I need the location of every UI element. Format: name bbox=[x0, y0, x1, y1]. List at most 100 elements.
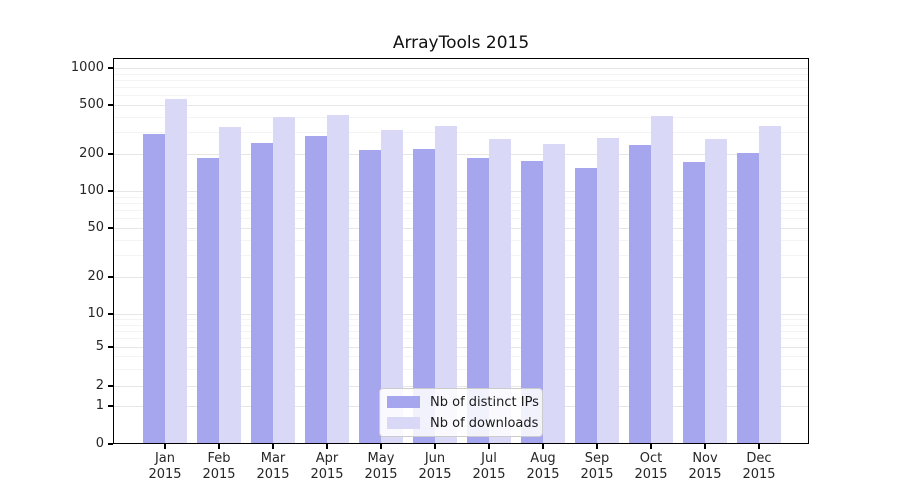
minor-gridline bbox=[113, 87, 809, 89]
minor-gridline bbox=[113, 196, 809, 198]
bar-distinct-ips-feb bbox=[197, 158, 219, 444]
minor-gridline bbox=[113, 202, 809, 204]
bar-distinct-ips-oct bbox=[629, 144, 651, 444]
bar-distinct-ips-aug bbox=[521, 161, 543, 444]
bar-distinct-ips-jun bbox=[413, 148, 435, 444]
chart-title: ArrayTools 2015 bbox=[392, 33, 530, 53]
y-tick-mark bbox=[108, 104, 113, 106]
bar-distinct-ips-may bbox=[359, 149, 381, 444]
x-tick-mark bbox=[488, 444, 490, 449]
major-gridline bbox=[113, 191, 809, 192]
legend-label-downloads: Nb of downloads bbox=[430, 415, 539, 431]
major-gridline bbox=[113, 386, 809, 387]
bar-downloads-jul bbox=[489, 138, 511, 444]
bar-downloads-jun bbox=[435, 125, 457, 444]
minor-gridline bbox=[113, 368, 809, 370]
x-tick-label: Oct 2015 bbox=[634, 451, 668, 482]
x-tick-mark bbox=[542, 444, 544, 449]
major-gridline bbox=[113, 105, 809, 107]
bar-downloads-jan bbox=[165, 99, 187, 444]
bar-distinct-ips-jan bbox=[143, 134, 165, 444]
major-gridline bbox=[113, 276, 809, 278]
x-tick-label: Jan 2015 bbox=[148, 451, 182, 482]
minor-gridline bbox=[113, 218, 809, 220]
x-tick-label: Dec 2015 bbox=[742, 451, 776, 482]
bar-downloads-mar bbox=[273, 116, 295, 444]
legend-label-distinct-ips: Nb of distinct IPs bbox=[430, 394, 539, 410]
bar-downloads-dec bbox=[759, 125, 781, 444]
y-tick-label: 10 bbox=[87, 306, 104, 321]
minor-gridline bbox=[113, 95, 809, 97]
bar-distinct-ips-sep bbox=[575, 167, 597, 444]
y-tick-label: 100 bbox=[79, 183, 104, 198]
bar-downloads-sep bbox=[597, 137, 619, 444]
major-gridline bbox=[113, 153, 809, 155]
minor-gridline bbox=[113, 132, 809, 134]
x-tick-label: Jun 2015 bbox=[418, 451, 452, 482]
bar-downloads-nov bbox=[705, 138, 727, 444]
bar-downloads-apr bbox=[327, 114, 349, 444]
major-gridline bbox=[113, 314, 809, 315]
minor-gridline bbox=[113, 79, 809, 81]
minor-gridline bbox=[113, 338, 809, 340]
y-tick-label: 50 bbox=[87, 220, 104, 236]
x-tick-mark bbox=[326, 444, 328, 449]
y-tick-label: 20 bbox=[87, 268, 104, 284]
y-tick-mark bbox=[108, 276, 113, 278]
x-tick-mark bbox=[380, 444, 382, 449]
y-tick-label: 5 bbox=[95, 339, 104, 354]
legend-swatch-downloads bbox=[387, 416, 420, 430]
x-tick-label: Jul 2015 bbox=[472, 451, 506, 482]
x-tick-mark bbox=[272, 444, 274, 449]
major-gridline bbox=[113, 68, 809, 69]
bar-distinct-ips-mar bbox=[251, 142, 273, 444]
major-gridline bbox=[113, 347, 809, 348]
x-tick-label: Mar 2015 bbox=[256, 451, 290, 482]
bar-distinct-ips-dec bbox=[737, 153, 759, 444]
minor-gridline bbox=[113, 324, 809, 326]
bar-downloads-may bbox=[381, 130, 403, 444]
x-tick-label: Nov 2015 bbox=[688, 451, 722, 482]
minor-gridline bbox=[113, 255, 809, 257]
x-tick-mark bbox=[704, 444, 706, 449]
x-tick-label: Sep 2015 bbox=[580, 451, 614, 482]
legend-swatch-distinct-ips bbox=[387, 395, 420, 409]
y-tick-mark bbox=[108, 153, 113, 155]
minor-gridline bbox=[113, 356, 809, 358]
bar-downloads-oct bbox=[651, 115, 673, 444]
y-tick-mark bbox=[108, 67, 113, 69]
minor-gridline bbox=[113, 210, 809, 212]
legend-item-downloads: Nb of downloads bbox=[387, 413, 542, 434]
legend-item-distinct-ips: Nb of distinct IPs bbox=[387, 392, 542, 413]
minor-gridline bbox=[113, 330, 809, 332]
y-tick-mark bbox=[108, 190, 113, 192]
x-tick-mark bbox=[650, 444, 652, 449]
y-tick-label: 2 bbox=[95, 378, 104, 393]
bar-distinct-ips-apr bbox=[305, 136, 327, 444]
y-tick-mark bbox=[108, 227, 113, 229]
y-tick-mark bbox=[108, 313, 113, 315]
x-tick-label: Aug 2015 bbox=[526, 451, 560, 482]
x-tick-label: Apr 2015 bbox=[310, 451, 344, 482]
x-tick-label: Feb 2015 bbox=[202, 451, 236, 482]
y-tick-label: 1000 bbox=[70, 60, 104, 75]
x-tick-mark bbox=[164, 444, 166, 449]
y-tick-mark bbox=[108, 405, 113, 407]
minor-gridline bbox=[113, 73, 809, 75]
y-tick-label: 200 bbox=[79, 145, 104, 161]
bar-downloads-feb bbox=[219, 127, 241, 444]
minor-gridline bbox=[113, 239, 809, 241]
y-tick-mark bbox=[108, 443, 113, 445]
y-tick-label: 1 bbox=[95, 398, 104, 413]
minor-gridline bbox=[113, 319, 809, 321]
minor-gridline bbox=[113, 116, 809, 118]
y-tick-label: 0 bbox=[95, 436, 104, 451]
bar-distinct-ips-nov bbox=[683, 161, 705, 444]
x-tick-mark bbox=[434, 444, 436, 449]
major-gridline bbox=[113, 228, 809, 230]
bar-downloads-aug bbox=[543, 144, 565, 444]
x-tick-mark bbox=[758, 444, 760, 449]
y-tick-mark bbox=[108, 346, 113, 348]
